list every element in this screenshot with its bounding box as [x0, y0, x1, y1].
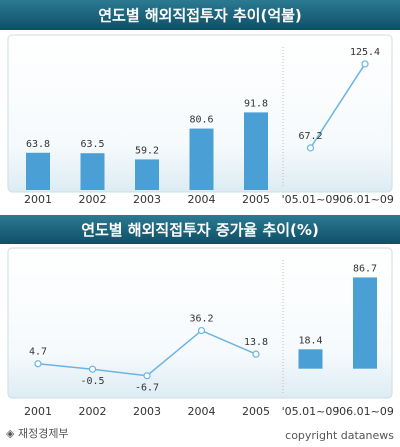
chart-title: 연도별 해외직접투자 추이(억불) [98, 7, 302, 25]
value-label: 67.2 [298, 131, 322, 142]
header-bar [0, 215, 400, 244]
x-tick-label: '06.01~09 [336, 405, 394, 418]
marker [252, 350, 260, 358]
copyright: copyright datanews [285, 429, 394, 442]
value-label: -0.5 [80, 376, 104, 387]
value-label: 59.2 [135, 145, 159, 156]
x-tick-label: 2002 [79, 193, 107, 206]
plot-panel [7, 247, 393, 399]
value-label: 80.6 [189, 115, 213, 126]
value-label: 36.2 [189, 314, 213, 325]
x-tick-label: 2005 [242, 193, 270, 206]
value-label: 13.8 [244, 337, 268, 348]
bar [298, 349, 323, 369]
x-tick-label: 2002 [79, 405, 107, 418]
bar [80, 153, 105, 190]
x-tick-label: 2004 [188, 193, 216, 206]
value-label: 63.8 [26, 139, 50, 150]
x-tick-label: '05.01~09 [282, 193, 340, 206]
marker [306, 144, 315, 152]
bar [244, 112, 268, 190]
marker [88, 365, 97, 373]
value-label: -6.7 [135, 383, 159, 394]
x-tick-label: '06.01~09 [336, 193, 394, 206]
value-label: 91.8 [244, 98, 268, 109]
value-label: 18.4 [298, 335, 322, 346]
x-tick-label: 2003 [133, 193, 161, 206]
value-label: 125.4 [350, 47, 380, 58]
chart-title: 연도별 해외직접투자 증가율 추이(%) [81, 221, 319, 239]
x-tick-label: '05.01~09 [282, 405, 340, 418]
x-tick-label: 2005 [242, 405, 270, 418]
marker [361, 60, 369, 68]
x-tick-label: 2003 [133, 405, 161, 418]
marker [34, 360, 42, 368]
header-bar [0, 0, 400, 30]
plot-panel [7, 34, 393, 193]
marker [197, 326, 206, 335]
bar [353, 277, 377, 369]
bar [135, 159, 159, 190]
source: ◈ 재정경제부 [6, 427, 69, 440]
bar [26, 152, 50, 190]
value-label: 63.5 [80, 139, 104, 150]
x-tick-label: 2001 [24, 405, 52, 418]
value-label: 4.7 [29, 347, 47, 358]
bar [189, 128, 214, 190]
marker [143, 372, 151, 380]
x-tick-label: 2001 [24, 193, 52, 206]
line [309, 63, 366, 149]
value-label: 86.7 [353, 263, 377, 274]
x-tick-label: 2004 [188, 405, 216, 418]
